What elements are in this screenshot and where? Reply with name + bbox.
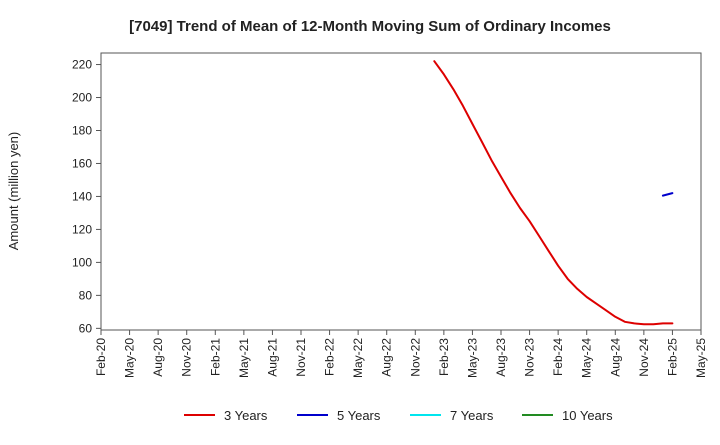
x-tick-label: Feb-21 <box>208 338 222 376</box>
y-tick-label: 140 <box>72 189 92 203</box>
series-lines <box>433 60 674 326</box>
x-tick-label: Feb-24 <box>551 338 565 376</box>
x-tick-label: Feb-25 <box>665 338 679 376</box>
x-tick-label: Aug-21 <box>265 338 279 377</box>
legend: 3 Years 5 Years 7 Years 10 Years <box>184 408 613 423</box>
x-tick-label: May-20 <box>123 338 137 378</box>
chart-title: [7049] Trend of Mean of 12-Month Moving … <box>129 18 611 35</box>
x-tick-label: Aug-23 <box>494 338 508 377</box>
y-tick-label: 100 <box>72 255 92 269</box>
x-tick-label: May-21 <box>237 338 251 378</box>
x-tick-label: May-24 <box>580 338 594 378</box>
x-tick-label: Aug-22 <box>380 338 394 377</box>
x-tick-label: May-22 <box>351 338 365 378</box>
x-tick-label: May-25 <box>694 338 708 378</box>
x-tick-label: Nov-20 <box>180 338 194 377</box>
x-tick-label: Feb-22 <box>323 338 337 376</box>
y-tick-label: 60 <box>79 321 93 335</box>
series-line-5-years <box>661 192 674 197</box>
legend-label-7-years: 7 Years <box>450 408 494 423</box>
plot-border <box>100 52 702 331</box>
legend-label-3-years: 3 Years <box>224 408 268 423</box>
y-axis-label: Amount (million yen) <box>6 132 21 251</box>
plot-area <box>101 53 701 330</box>
x-tick-label: Nov-23 <box>523 338 537 377</box>
x-tick-label: Feb-20 <box>94 338 108 376</box>
x-tick-label: Feb-23 <box>437 338 451 376</box>
y-tick-label: 120 <box>72 222 92 236</box>
x-tick-label: Aug-24 <box>608 338 622 377</box>
y-axis-ticks: 60 80 100 120 140 160 180 200 220 <box>72 58 101 335</box>
y-tick-label: 80 <box>79 288 93 302</box>
x-tick-label: Nov-24 <box>637 338 651 377</box>
legend-label-5-years: 5 Years <box>337 408 381 423</box>
plot-frame <box>100 52 702 331</box>
y-tick-label: 200 <box>72 91 92 105</box>
y-tick-label: 160 <box>72 156 92 170</box>
x-tick-label: Aug-20 <box>151 338 165 377</box>
legend-label-10-years: 10 Years <box>562 408 613 423</box>
y-tick-label: 180 <box>72 123 92 137</box>
series-line-3-years <box>433 60 674 326</box>
x-axis-ticks: Feb-20 May-20 Aug-20 Nov-20 Feb-21 May-21 Aug-… <box>94 330 708 378</box>
x-tick-label: Nov-21 <box>294 338 308 377</box>
x-tick-label: Nov-22 <box>408 338 422 377</box>
x-tick-label: May-23 <box>465 338 479 378</box>
y-tick-label: 220 <box>72 58 92 72</box>
